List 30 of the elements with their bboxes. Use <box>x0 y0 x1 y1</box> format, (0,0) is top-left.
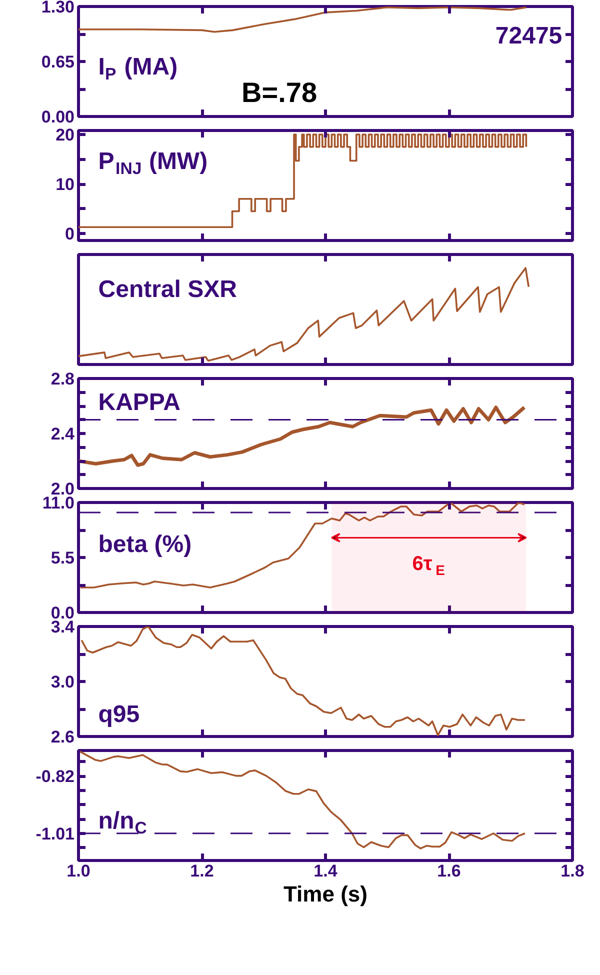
annotation: B=.78 <box>242 76 318 108</box>
text: KAPPA <box>98 389 180 416</box>
y-tick-label: 3.0 <box>50 672 75 692</box>
line-series <box>80 626 526 736</box>
y-tick-label: 11.0 <box>42 494 75 512</box>
y-tick-label: 2.4 <box>50 424 76 444</box>
x-tick-label: 1.8 <box>560 862 584 880</box>
y-tick-label: 0.65 <box>41 52 75 72</box>
y-tick-label: 10 <box>56 175 75 194</box>
text: beta (%) <box>98 530 192 558</box>
x-tick-label: 1.6 <box>437 862 461 880</box>
chart-title: Central SXR <box>98 276 237 304</box>
y-tick-label: -1.01 <box>36 824 74 844</box>
y-tick-label: 2.6 <box>50 728 75 746</box>
x-tick-label: 1.2 <box>190 862 214 880</box>
y-tick-label: 5.5 <box>50 548 75 568</box>
text: q95 <box>98 701 140 728</box>
line-series <box>79 502 526 588</box>
annotation: 72475 <box>495 22 562 50</box>
line-series <box>78 750 526 850</box>
y-tick-label: 0 <box>65 224 75 244</box>
y-tick-label: 3.4 <box>50 618 76 636</box>
x-axis-title: Time (s) <box>284 882 368 906</box>
y-tick-label: -0.82 <box>36 767 74 786</box>
x-tick-label: 1.4 <box>314 862 338 880</box>
x-tick-label: 1.0 <box>66 862 90 880</box>
y-tick-label: 2.8 <box>50 370 75 388</box>
y-tick-label: 1.30 <box>41 0 75 16</box>
y-tick-label: 20 <box>56 125 75 144</box>
y-tick-label: 0.00 <box>41 108 75 126</box>
